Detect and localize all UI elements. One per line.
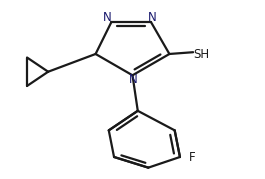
Text: N: N xyxy=(129,73,138,86)
Text: SH: SH xyxy=(193,48,209,61)
Text: N: N xyxy=(103,11,112,24)
Text: N: N xyxy=(148,11,157,24)
Text: F: F xyxy=(189,151,196,164)
